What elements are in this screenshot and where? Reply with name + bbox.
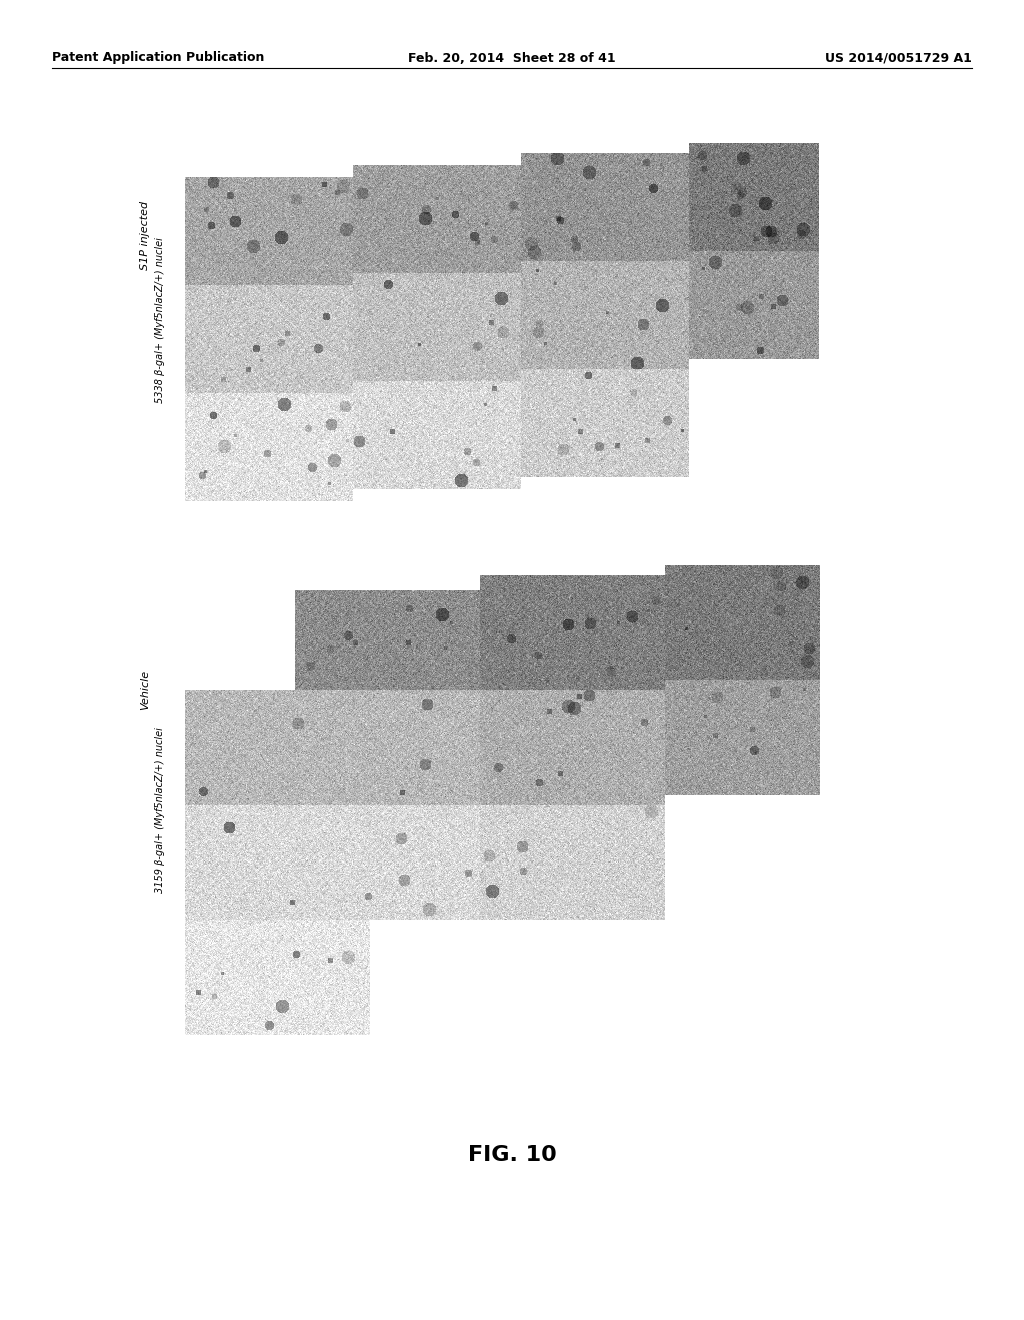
Text: S1P injected: S1P injected (140, 201, 150, 269)
Text: US 2014/0051729 A1: US 2014/0051729 A1 (825, 51, 972, 65)
Text: Feb. 20, 2014  Sheet 28 of 41: Feb. 20, 2014 Sheet 28 of 41 (409, 51, 615, 65)
Text: 5338 β-gal+ (Myf5nlacZ/+) nuclei: 5338 β-gal+ (Myf5nlacZ/+) nuclei (155, 238, 165, 403)
Text: Patent Application Publication: Patent Application Publication (52, 51, 264, 65)
Text: Vehicle: Vehicle (140, 671, 150, 710)
Text: FIG. 10: FIG. 10 (468, 1144, 556, 1166)
Text: 3159 β-gal+ (Myf5nlacZ/+) nuclei: 3159 β-gal+ (Myf5nlacZ/+) nuclei (155, 727, 165, 892)
